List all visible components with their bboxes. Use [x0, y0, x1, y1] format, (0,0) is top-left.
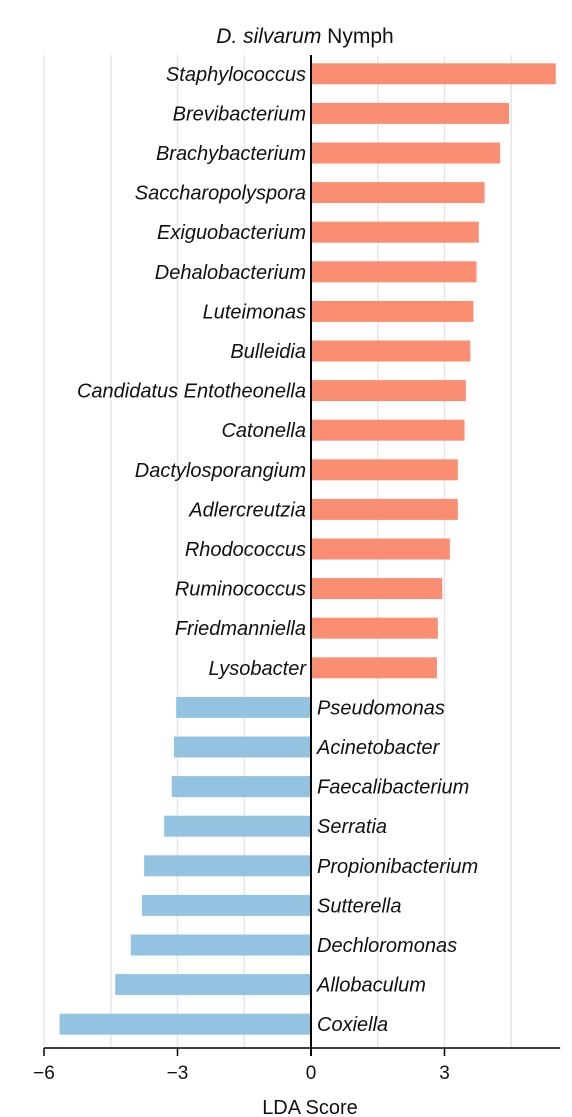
category-label: Faecalibacterium: [317, 777, 469, 799]
bar: [141, 894, 311, 916]
bar: [311, 142, 501, 164]
category-label: Friedmanniella: [175, 618, 306, 640]
category-label: Rhodococcus: [185, 539, 306, 561]
category-label: Staphylococcus: [166, 64, 306, 86]
bar: [311, 261, 477, 283]
category-label: Pseudomonas: [317, 697, 445, 719]
category-label: Lysobacter: [209, 658, 308, 680]
chart-title-suffix: Nymph: [327, 25, 394, 48]
bar: [130, 934, 311, 956]
category-label: Dechloromonas: [317, 935, 457, 957]
x-axis-ticks: −6 −3 0 3: [33, 1048, 450, 1084]
bar: [311, 617, 438, 639]
bar: [171, 776, 311, 798]
category-label: Dactylosporangium: [135, 460, 306, 482]
x-tick-label: 0: [306, 1063, 317, 1084]
bar: [311, 63, 556, 85]
bars: [59, 63, 556, 1035]
category-label: Brachybacterium: [156, 143, 306, 165]
category-label: Ruminococcus: [175, 579, 306, 601]
bar: [311, 182, 485, 204]
bar: [164, 815, 311, 837]
category-label: Exiguobacterium: [157, 222, 306, 244]
chart-title-italic: D. silvarum: [216, 25, 321, 48]
bar: [311, 221, 479, 243]
bar: [311, 419, 465, 441]
category-label: Serratia: [317, 816, 387, 838]
x-tick-label: 3: [439, 1063, 450, 1084]
bar: [311, 657, 437, 679]
bar: [173, 736, 311, 758]
category-label: Candidatus Entotheonella: [77, 381, 306, 403]
bar: [311, 459, 458, 481]
x-tick-label: −6: [33, 1063, 55, 1084]
bar: [144, 855, 311, 877]
category-label: Luteimonas: [203, 301, 306, 323]
bar: [59, 1013, 312, 1035]
bar: [115, 974, 311, 996]
category-label: Saccharopolyspora: [135, 183, 306, 205]
category-label: Dehalobacterium: [155, 262, 306, 284]
category-label: Propionibacterium: [317, 856, 478, 878]
category-labels: Staphylococcus Brevibacterium Brachybacter…: [77, 64, 478, 1036]
category-label: Acinetobacter: [316, 737, 441, 759]
category-label: Bulleidia: [230, 341, 306, 363]
category-label: Allobaculum: [316, 975, 426, 997]
bar: [176, 696, 311, 718]
category-label: Adlercreutzia: [188, 499, 306, 521]
bar: [311, 578, 443, 600]
bar: [311, 380, 466, 402]
bar: [311, 340, 471, 362]
bar: [311, 102, 510, 124]
bar: [311, 300, 474, 322]
x-tick-label: −3: [167, 1063, 189, 1084]
chart-title: D. silvarum Nymph: [216, 25, 393, 48]
category-label: Coxiella: [317, 1014, 388, 1036]
bar: [311, 538, 450, 560]
x-axis-title: LDA Score: [262, 1097, 358, 1117]
category-label: Sutterella: [317, 895, 402, 917]
category-label: Brevibacterium: [173, 103, 306, 125]
category-label: Catonella: [221, 420, 306, 442]
bar: [311, 498, 458, 520]
